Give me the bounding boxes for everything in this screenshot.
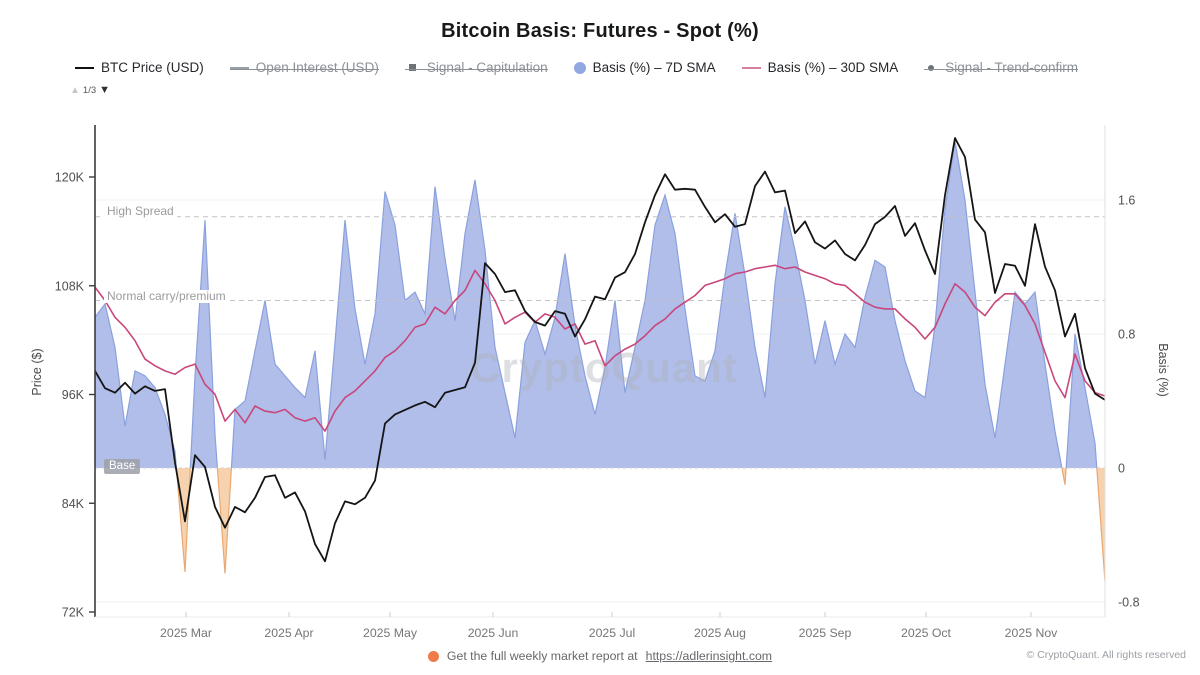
month-tick-label: 2025 Apr — [264, 626, 313, 640]
legend-label: BTC Price (USD) — [101, 60, 204, 75]
month-tick-label: 2025 Sep — [799, 626, 852, 640]
blue-circle-icon — [573, 61, 586, 74]
black-line-icon — [75, 66, 94, 69]
promo-text: Get the full weekly market report at — [446, 649, 638, 663]
right-tick-label: -0.8 — [1118, 596, 1140, 610]
legend-label: Open Interest (USD) — [255, 60, 379, 75]
footer-promo: Get the full weekly market report at htt… — [0, 649, 1200, 663]
page-title: Bitcoin Basis: Futures - Spot (%) — [441, 20, 759, 42]
pager-page-indicator: 1/3 — [82, 84, 97, 96]
legend: BTC Price (USD) Open Interest (USD) Sign… — [75, 60, 1078, 75]
month-tick-label: 2025 Jun — [468, 626, 519, 640]
right-tick-label: 1.6 — [1118, 194, 1135, 208]
month-tick-label: 2025 May — [363, 626, 418, 640]
left-tick-label: 72K — [62, 606, 85, 620]
legend-item-basis-30d[interactable]: Basis (%) – 30D SMA — [741, 60, 899, 75]
legend-label: Basis (%) – 7D SMA — [592, 60, 716, 75]
month-tick-label: 2025 Oct — [901, 626, 951, 640]
legend-label: Basis (%) – 30D SMA — [767, 60, 899, 75]
left-tick-label: 108K — [55, 279, 85, 293]
left-tick-label: 120K — [55, 171, 85, 185]
month-tick-label: 2025 Jul — [589, 626, 636, 640]
legend-item-basis-7d[interactable]: Basis (%) – 7D SMA — [573, 60, 716, 75]
dot-marker-icon — [928, 64, 935, 71]
legend-item-open-interest[interactable]: Open Interest (USD) — [229, 60, 379, 75]
copyright-text: © CryptoQuant. All rights reserved — [1026, 649, 1186, 661]
basis-7d-area-positive — [95, 141, 1105, 468]
left-tick-label: 84K — [62, 497, 85, 511]
pager-up-icon[interactable]: ▲ — [70, 84, 80, 96]
gray-line-icon — [229, 66, 249, 69]
right-tick-label: 0.8 — [1118, 328, 1135, 342]
month-tick-label: 2025 Aug — [694, 626, 746, 640]
month-tick-label: 2025 Mar — [160, 626, 212, 640]
pink-line-icon — [741, 66, 761, 69]
legend-label: Signal - Trend-confirm — [945, 60, 1079, 75]
left-tick-label: 96K — [62, 388, 85, 402]
base-threshold-badge: Base — [104, 459, 141, 474]
basis-30d-line — [94, 264, 1106, 432]
watermark: CryptoQuant — [470, 344, 738, 391]
month-tick-label: 2025 Nov — [1005, 626, 1058, 640]
pager-down-icon[interactable]: ▼ — [99, 84, 111, 96]
right-tick-label: 0 — [1118, 462, 1125, 476]
square-marker-icon — [408, 64, 416, 71]
legend-label: Signal - Capitulation — [426, 60, 548, 75]
normal-carry-threshold-label: Normal carry/premium — [104, 290, 229, 303]
promo-link[interactable]: https://adlerinsight.com — [645, 649, 773, 663]
legend-item-signal-trend-confirm[interactable]: Signal - Trend-confirm — [924, 60, 1078, 75]
orange-dot-icon — [427, 650, 439, 662]
legend-item-signal-capitulation[interactable]: Signal - Capitulation — [404, 60, 548, 75]
btc-price-line — [94, 137, 1106, 563]
basis-7d-edge — [95, 141, 1098, 468]
legend-pager: ▲ 1/3 ▼ — [70, 84, 110, 96]
high-spread-threshold-label: High Spread — [104, 205, 177, 218]
legend-item-btc-price[interactable]: BTC Price (USD) — [75, 60, 204, 75]
